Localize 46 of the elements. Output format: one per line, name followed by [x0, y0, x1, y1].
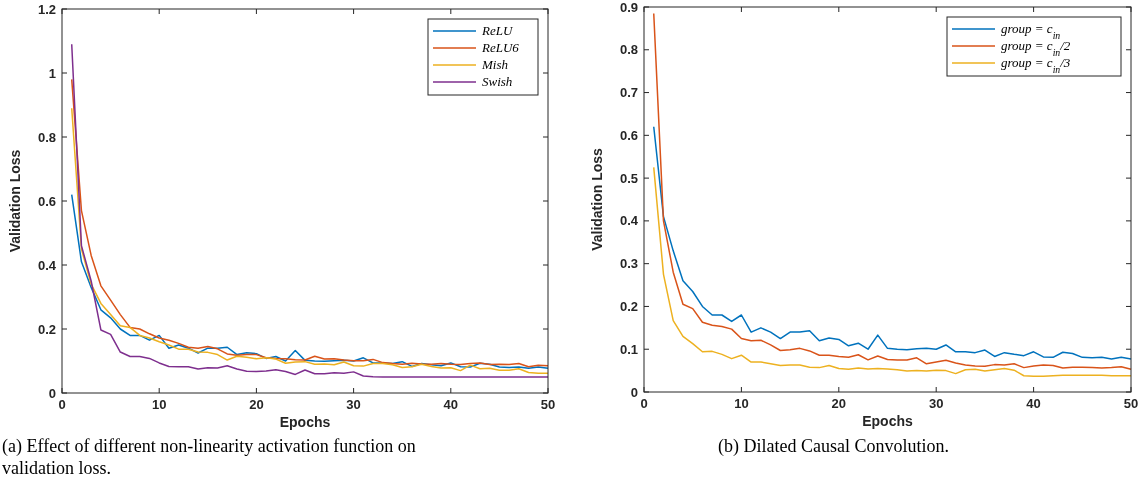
legend-label: group = c$_{in}$/3: [1001, 55, 1071, 75]
legend-label: Mish: [481, 57, 508, 72]
y-tick-label: 0.6: [37, 193, 56, 209]
x-axis-title: Epochs: [862, 413, 913, 429]
y-tick-label: 0: [630, 384, 638, 400]
y-tick-label: 0.6: [619, 127, 638, 143]
y-tick-label: 0: [48, 385, 56, 401]
y-tick-label: 0.1: [619, 341, 638, 357]
line-series: [652, 126, 1132, 360]
legend-label: group = c$_{in}$: [1001, 21, 1061, 41]
y-tick-label: 0.7: [619, 85, 638, 101]
y-tick-label: 1.2: [37, 1, 56, 17]
line-series: [652, 166, 1132, 377]
x-tick-label: 50: [540, 397, 556, 412]
x-tick-label: 40: [443, 397, 459, 412]
x-tick-label: 10: [151, 397, 167, 412]
y-tick-label: 0.9: [619, 0, 638, 15]
x-axis-title: Epochs: [279, 414, 331, 430]
x-tick-label: 20: [249, 397, 264, 412]
y-axis-title: Validation Loss: [589, 147, 605, 251]
legend-label: ReLU6: [481, 40, 520, 55]
text: (b) Dilated Causal Convolution.: [718, 436, 949, 457]
y-tick-label: 0.2: [619, 298, 638, 314]
x-tick-label: 0: [58, 397, 66, 412]
text: (a) Effect of different non-linearity activation function on validation loss.: [2, 436, 416, 478]
y-tick-label: 1: [48, 65, 56, 81]
y-axis-title: Validation Loss: [7, 149, 23, 253]
y-tick-label: 0.4: [619, 213, 639, 229]
y-tick-label: 0.8: [619, 42, 638, 58]
x-tick-label: 0: [640, 396, 648, 411]
y-tick-label: 0.2: [37, 321, 56, 337]
y-tick-label: 0.3: [619, 256, 638, 272]
x-tick-label: 50: [1123, 396, 1139, 411]
line-series: [652, 12, 1132, 371]
legend-label: group = c$_{in}$/2: [1001, 38, 1071, 58]
y-tick-label: 0.8: [37, 129, 56, 145]
y-tick-label: 0.4: [37, 257, 57, 273]
y-tick-label: 0.5: [619, 170, 638, 186]
legend-label: Swish: [482, 74, 513, 89]
x-tick-label: 10: [734, 396, 749, 411]
x-tick-label: 20: [831, 396, 847, 411]
x-tick-label: 30: [928, 396, 944, 411]
x-tick-label: 40: [1026, 396, 1041, 411]
x-tick-label: 30: [346, 397, 361, 412]
legend-label: ReLU: [481, 23, 514, 38]
line-series: [70, 193, 549, 370]
